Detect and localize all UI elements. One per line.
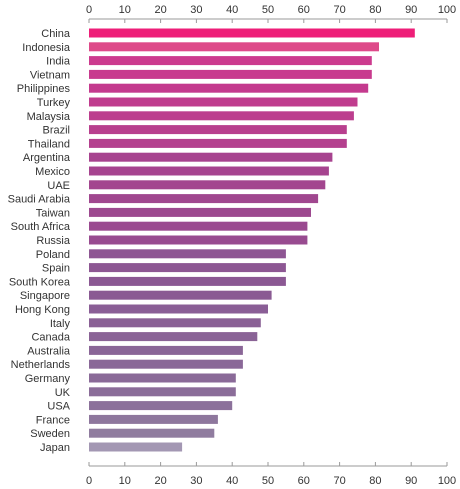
- bottom-tick-label: 80: [369, 475, 381, 487]
- bar: [89, 359, 243, 369]
- top-tick-label: 40: [226, 4, 238, 16]
- bar: [89, 166, 329, 176]
- category-label: Japan: [40, 442, 70, 454]
- category-label: China: [41, 28, 71, 40]
- top-tick-label: 30: [190, 4, 202, 16]
- bar: [89, 428, 215, 438]
- bottom-tick-label: 40: [226, 475, 238, 487]
- bar: [89, 290, 272, 300]
- bottom-tick-label: 100: [438, 475, 456, 487]
- bar: [89, 442, 183, 452]
- bar: [89, 414, 218, 424]
- top-tick-label: 70: [333, 4, 345, 16]
- category-label: Germany: [25, 373, 71, 385]
- top-tick-label: 90: [405, 4, 417, 16]
- category-label: France: [36, 414, 70, 426]
- category-label: Italy: [50, 318, 71, 330]
- top-tick-label: 0: [86, 4, 92, 16]
- bar: [89, 97, 358, 107]
- category-label: Mexico: [35, 166, 70, 178]
- bar: [89, 221, 308, 231]
- bottom-tick-label: 0: [86, 475, 92, 487]
- bar: [89, 83, 369, 93]
- bar: [89, 138, 347, 148]
- bar: [89, 373, 236, 383]
- bar: [89, 345, 243, 355]
- category-label: Australia: [27, 345, 71, 357]
- bar: [89, 42, 379, 52]
- category-label: Singapore: [20, 290, 70, 302]
- category-label: Hong Kong: [15, 304, 70, 316]
- category-label: Vietnam: [30, 69, 70, 81]
- top-tick-label: 20: [154, 4, 166, 16]
- bar: [89, 111, 354, 121]
- bar: [89, 125, 347, 135]
- category-label: Thailand: [28, 138, 70, 150]
- top-tick-label: 100: [438, 4, 456, 16]
- bottom-tick-label: 30: [190, 475, 202, 487]
- bottom-tick-label: 20: [154, 475, 166, 487]
- category-label: Taiwan: [36, 207, 70, 219]
- category-label: Argentina: [23, 152, 71, 164]
- bar: [89, 318, 261, 328]
- bar: [89, 276, 286, 286]
- bottom-tick-label: 60: [298, 475, 310, 487]
- category-label: Poland: [36, 249, 70, 261]
- top-tick-label: 80: [369, 4, 381, 16]
- bar: [89, 263, 286, 273]
- category-label: Saudi Arabia: [8, 194, 71, 206]
- category-label: USA: [47, 401, 70, 413]
- bottom-tick-label: 70: [333, 475, 345, 487]
- category-label: South Africa: [11, 221, 71, 233]
- bottom-tick-label: 90: [405, 475, 417, 487]
- bottom-tick-label: 50: [262, 475, 274, 487]
- bar: [89, 152, 333, 162]
- top-tick-label: 60: [298, 4, 310, 16]
- category-label: Indonesia: [22, 42, 71, 54]
- category-label: South Korea: [9, 276, 71, 288]
- bar: [89, 194, 319, 204]
- bar: [89, 401, 233, 411]
- bottom-tick-label: 10: [119, 475, 131, 487]
- bar: [89, 235, 308, 245]
- bottom-axis: 0 10 20 30 40 50 60 70 80 90 100: [86, 462, 456, 487]
- category-label: Canada: [31, 332, 70, 344]
- bar: [89, 304, 268, 314]
- top-tick-label: 50: [262, 4, 274, 16]
- category-label: Russia: [36, 235, 71, 247]
- bar: [89, 332, 258, 342]
- top-axis: 0 10 20 30 40 50 60 70 80 90 100: [86, 4, 456, 23]
- bar: [89, 69, 372, 79]
- category-label: Philippines: [17, 83, 71, 95]
- category-label: India: [46, 56, 71, 68]
- bar: [89, 249, 286, 259]
- bar: [89, 387, 236, 397]
- bar: [89, 207, 311, 217]
- category-label: Brazil: [42, 125, 70, 137]
- bar: [89, 28, 415, 38]
- category-label: Spain: [42, 263, 70, 275]
- bars-group: [89, 28, 415, 452]
- category-label: Malaysia: [27, 111, 71, 123]
- category-label: Turkey: [37, 97, 71, 109]
- top-tick-label: 10: [119, 4, 131, 16]
- category-label: UK: [55, 387, 71, 399]
- category-label: Netherlands: [11, 359, 71, 371]
- category-label: Sweden: [30, 428, 70, 440]
- bar: [89, 180, 326, 190]
- bar: [89, 56, 372, 66]
- category-label: UAE: [47, 180, 70, 192]
